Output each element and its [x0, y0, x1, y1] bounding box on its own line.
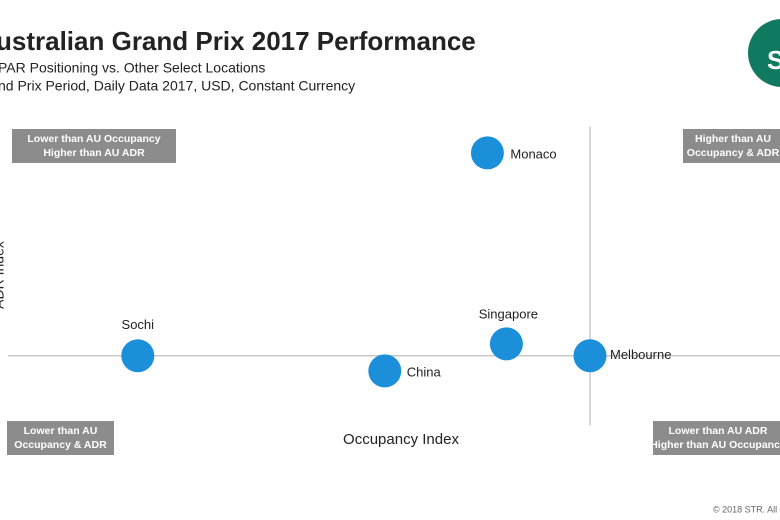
quadrant-box: [683, 129, 780, 163]
quadrant-label: Higher than AU: [695, 133, 771, 145]
quadrant-label: Lower than AU: [24, 425, 98, 437]
logo-circle: [748, 19, 780, 87]
quadrant-box: [653, 421, 780, 455]
point: [573, 339, 607, 373]
quadrant-label: Higher than AU ADR: [43, 147, 145, 159]
quadrant-label: Lower than AU Occupancy: [27, 133, 160, 145]
logo-text: ST: [767, 45, 780, 75]
point: [489, 327, 523, 361]
point: [368, 354, 402, 388]
x-axis-label: Occupancy Index: [343, 431, 459, 448]
point-label: China: [407, 364, 442, 379]
y-axis-label: ADR Index: [0, 241, 7, 309]
quadrant-label: Lower than AU ADR: [669, 425, 768, 437]
quadrant-label: Occupancy & ADR: [14, 439, 107, 451]
chart-title: ustralian Grand Prix 2017 Performance: [0, 26, 476, 56]
quadrant-label: Occupancy & ADR: [687, 147, 780, 159]
point: [121, 339, 155, 373]
quadrant-label: Higher than AU Occupancy: [650, 439, 780, 451]
quadrant-box: [12, 129, 176, 163]
point-label: Singapore: [479, 306, 538, 321]
footer: © 2018 STR. All Rig: [713, 504, 780, 514]
point: [470, 136, 504, 170]
chart-subtitle: PAR Positioning vs. Other Select Locatio…: [0, 60, 265, 76]
point-label: Sochi: [122, 317, 155, 332]
point-label: Melbourne: [610, 347, 671, 362]
chart-subtitle: nd Prix Period, Daily Data 2017, USD, Co…: [0, 78, 355, 94]
quadrant-box: [7, 421, 114, 455]
point-label: Monaco: [510, 146, 556, 161]
